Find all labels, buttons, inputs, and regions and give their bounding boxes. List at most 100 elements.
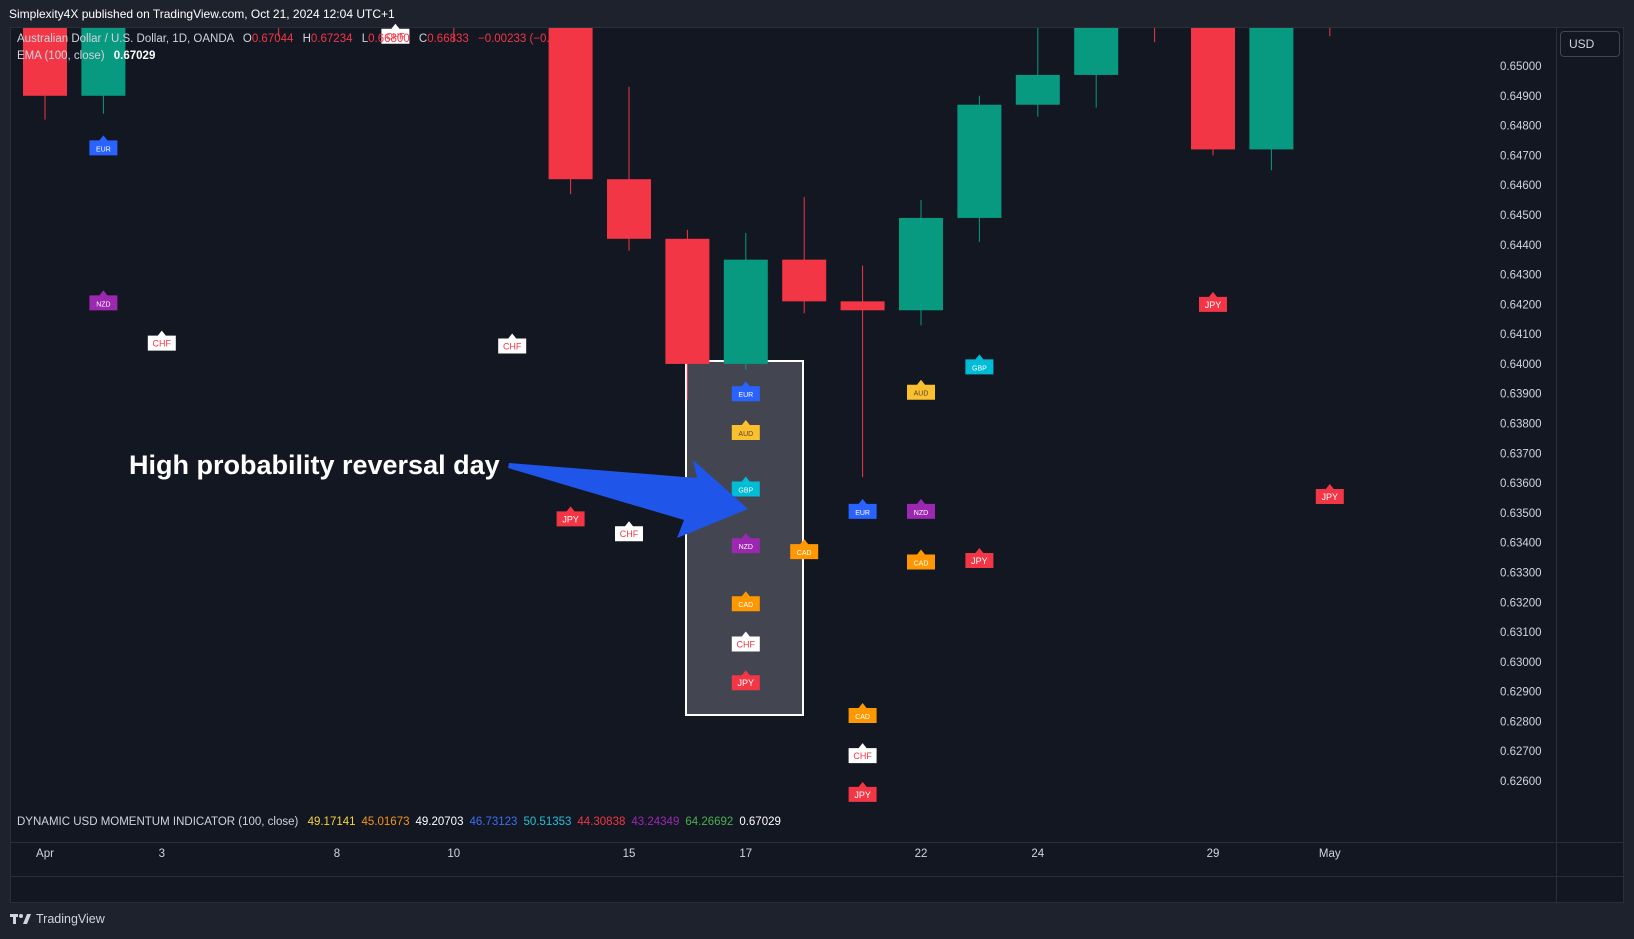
pane-separator[interactable] [11, 842, 1623, 843]
currency-marker-aud: AUD [731, 419, 760, 440]
currency-marker-nzd: NZD [731, 533, 760, 554]
indicator-value: 45.01673 [361, 816, 410, 828]
price-axis-separator [1556, 28, 1557, 902]
currency-marker-chf: CHF [381, 23, 410, 44]
time-axis-separator [11, 876, 1623, 877]
currency-marker-chf: CHF [848, 743, 877, 764]
marker-shape [615, 521, 643, 542]
currency-unit-button[interactable]: USD [1560, 31, 1620, 57]
currency-marker-jpy: JPY [731, 670, 760, 691]
price-axis-label: 0.63100 [1500, 627, 1542, 639]
marker-shape [848, 702, 877, 723]
price-axis-label: 0.63600 [1500, 478, 1542, 490]
marker-shape [381, 23, 410, 44]
bearish-candle[interactable] [607, 179, 651, 239]
price-axis-label: 0.64800 [1500, 121, 1542, 133]
bullish-candle[interactable] [1015, 74, 1060, 105]
low-value: 0.66800 [368, 33, 410, 45]
symbol-name[interactable]: Australian Dollar / U.S. Dollar, 1D, OAN… [17, 33, 234, 45]
marker-label: CHF [737, 639, 756, 649]
ema-label[interactable]: EMA (100, close) [17, 50, 105, 62]
currency-marker-jpy: JPY [556, 506, 585, 527]
price-axis-label: 0.63500 [1500, 508, 1542, 520]
currency-marker-chf: CHF [147, 330, 176, 351]
indicator-value: 0.67029 [739, 816, 781, 828]
bullish-candle[interactable] [1249, 28, 1294, 150]
high-label: H [302, 33, 311, 45]
bearish-candle[interactable] [1191, 28, 1235, 150]
marker-shape [848, 743, 877, 764]
bearish-candle[interactable] [840, 301, 885, 311]
bullish-candle[interactable] [723, 259, 768, 364]
time-axis-label: 8 [334, 848, 340, 860]
bullish-candle[interactable] [81, 28, 126, 96]
price-axis-label: 0.64500 [1500, 210, 1542, 222]
ema-legend: EMA (100, close) 0.67029 [17, 50, 155, 62]
currency-marker-cad: CAD [731, 591, 760, 612]
currency-marker-eur: EUR [731, 381, 760, 402]
currency-marker-gbp: GBP [731, 476, 760, 497]
high-value: 0.67234 [310, 33, 353, 45]
brand-name: TradingView [36, 912, 105, 926]
indicator-value: 46.73123 [469, 816, 518, 828]
bullish-candle[interactable] [957, 104, 1002, 218]
marker-label: EUR [96, 146, 111, 153]
marker-label: CAD [797, 550, 812, 557]
marker-shape [498, 333, 527, 354]
price-axis-label: 0.63800 [1500, 419, 1542, 431]
price-axis-label: 0.64600 [1500, 180, 1542, 192]
currency-marker-chf: CHF [731, 631, 760, 652]
price-axis-label: 0.64900 [1500, 91, 1542, 103]
indicator-value: 43.24349 [631, 816, 680, 828]
tradingview-logo[interactable]: TradingView [10, 912, 105, 926]
time-axis-label: 3 [159, 848, 165, 860]
marker-shape [731, 591, 760, 612]
marker-shape [907, 549, 935, 570]
reversal-highlight-box[interactable] [685, 360, 804, 716]
indicator-name[interactable]: DYNAMIC USD MOMENTUM INDICATOR (100, clo… [17, 816, 299, 828]
annotation-text[interactable]: High probability reversal day [129, 450, 500, 480]
price-axis-label: 0.63400 [1500, 538, 1542, 550]
currency-marker-cad: CAD [848, 702, 877, 723]
marker-label: JPY [738, 678, 755, 688]
marker-label: AUD [738, 431, 753, 438]
bearish-candle[interactable] [782, 259, 827, 302]
time-axis-label: May [1319, 848, 1341, 860]
marker-shape [89, 135, 118, 156]
currency-marker-cad: CAD [907, 549, 935, 570]
price-axis-label: 0.65000 [1500, 61, 1542, 73]
time-axis-label: 29 [1207, 848, 1220, 860]
marker-label: CHF [153, 339, 172, 349]
currency-marker-cad: CAD [790, 539, 819, 560]
indicator-legend: DYNAMIC USD MOMENTUM INDICATOR (100, clo… [17, 816, 781, 828]
chart-frame [10, 27, 1624, 903]
annotation-arrow[interactable] [508, 460, 748, 538]
marker-shape [731, 419, 760, 440]
price-axis-label: 0.62700 [1500, 746, 1542, 758]
currency-marker-jpy: JPY [848, 781, 877, 802]
price-axis-label: 0.64700 [1500, 150, 1542, 162]
marker-shape [1199, 291, 1227, 312]
marker-label: JPY [1205, 300, 1222, 310]
marker-shape [790, 539, 819, 560]
price-axis-label: 0.64400 [1500, 240, 1542, 252]
indicator-value: 49.17141 [307, 816, 356, 828]
price-axis-label: 0.64300 [1500, 270, 1542, 282]
bullish-candle[interactable] [1074, 28, 1119, 75]
marker-label: JPY [562, 514, 579, 524]
bullish-candle[interactable] [899, 217, 943, 311]
bearish-candle[interactable] [548, 28, 593, 180]
tradingview-logo-icon [10, 914, 31, 924]
bearish-candle[interactable] [23, 28, 67, 96]
currency-marker-jpy: JPY [1199, 291, 1227, 312]
open-value: 0.67044 [251, 33, 294, 45]
currency-marker-eur: EUR [848, 498, 877, 519]
marker-shape [848, 781, 877, 802]
price-axis-label: 0.63200 [1500, 597, 1542, 609]
indicator-value: 64.26692 [685, 816, 734, 828]
publish-info: Simplexity4X published on TradingView.co… [9, 7, 395, 21]
marker-label: CHF [386, 32, 405, 42]
price-axis-label: 0.64100 [1500, 329, 1542, 341]
bearish-candle[interactable] [665, 238, 710, 364]
